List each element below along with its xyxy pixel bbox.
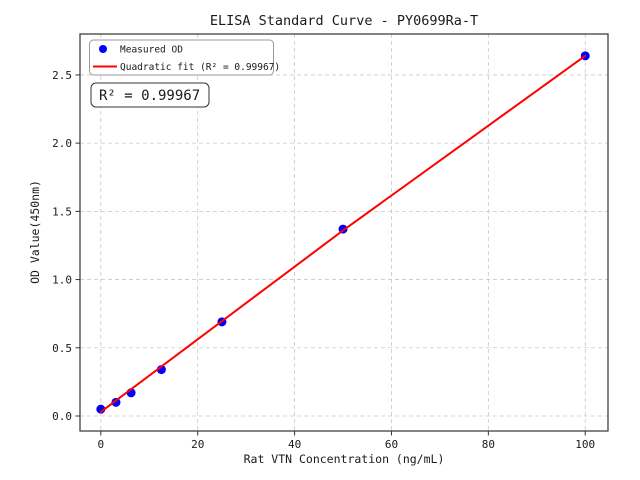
y-tick-label: 1.5	[52, 205, 72, 218]
x-tick-label: 40	[288, 438, 301, 451]
y-axis-label: OD Value(450nm)	[28, 180, 42, 284]
x-tick-label: 80	[482, 438, 495, 451]
legend-marker-measured-od-icon	[99, 45, 107, 53]
y-tick-label: 1.0	[52, 274, 72, 287]
x-tick-label: 100	[575, 438, 595, 451]
quadratic-fit-line	[99, 54, 587, 413]
chart-title: ELISA Standard Curve - PY0699Ra-T	[210, 13, 478, 29]
data-series-layer	[96, 51, 590, 414]
tick-marks-layer	[75, 74, 586, 436]
r-squared-annotation: R² = 0.99967	[90, 82, 210, 108]
x-tick-label: 0	[98, 438, 105, 451]
y-tick-label: 0.0	[52, 410, 72, 423]
y-tick-label: 0.5	[52, 342, 72, 355]
x-axis-label: Rat VTN Concentration (ng/mL)	[244, 452, 445, 466]
plot-area-frame	[79, 33, 609, 432]
x-tick-label: 20	[191, 438, 204, 451]
x-tick-label: 60	[385, 438, 398, 451]
legend: Measured OD Quadratic fit (R² = 0.99967)	[89, 39, 280, 76]
y-tick-label: 2.0	[52, 137, 72, 150]
y-tick-label: 2.5	[52, 69, 72, 82]
legend-label-measured-od: Measured OD	[120, 45, 183, 56]
legend-box	[89, 39, 274, 76]
tick-labels-layer: 0 20 40 60 80 100 0.0 0.5 1.0 1.5 2.0 2.5	[52, 69, 595, 451]
annotation-box	[90, 82, 210, 108]
legend-label-quadratic-fit: Quadratic fit (R² = 0.99967)	[120, 62, 280, 73]
annotation-text: R² = 0.99967	[99, 88, 200, 104]
